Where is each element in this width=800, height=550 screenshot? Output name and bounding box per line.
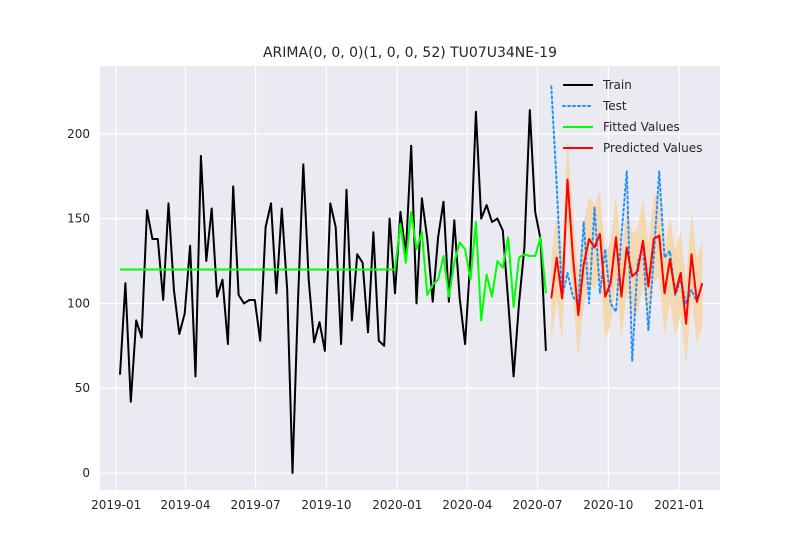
train-line [119,109,547,474]
legend-label: Train [602,78,632,92]
y-axis-ticks: 0 50 100 150 200 [67,127,90,480]
y-tick-label: 50 [75,381,90,395]
legend: Train Test Fitted Values Predicted Values [562,78,702,155]
legend-label: Predicted Values [603,141,702,155]
x-tick-label: 2020-07 [512,498,562,512]
legend-label: Fitted Values [603,120,680,134]
y-tick-label: 200 [67,127,90,141]
chart-title: ARIMA(0, 0, 0)(1, 0, 0, 52) TU07U34NE-19 [263,45,557,61]
y-tick-label: 100 [67,296,90,310]
y-tick-label: 0 [82,466,90,480]
series-layer [119,85,704,474]
grid-lines [100,66,720,490]
x-tick-label: 2020-10 [583,498,633,512]
x-axis-ticks: 2019-01 2019-04 2019-07 2019-10 2020-01 2020-… [91,498,704,512]
y-tick-label: 150 [67,212,90,226]
x-tick-label: 2019-04 [160,498,210,512]
legend-label: Test [602,99,627,113]
x-tick-label: 2020-04 [442,498,492,512]
predicted-values-line [550,178,704,325]
x-tick-label: 2019-10 [301,498,351,512]
x-tick-label: 2021-01 [654,498,704,512]
fitted-values-line [120,210,547,322]
x-tick-label: 2019-07 [231,498,281,512]
x-tick-label: 2020-01 [372,498,422,512]
x-tick-label: 2019-01 [91,498,141,512]
